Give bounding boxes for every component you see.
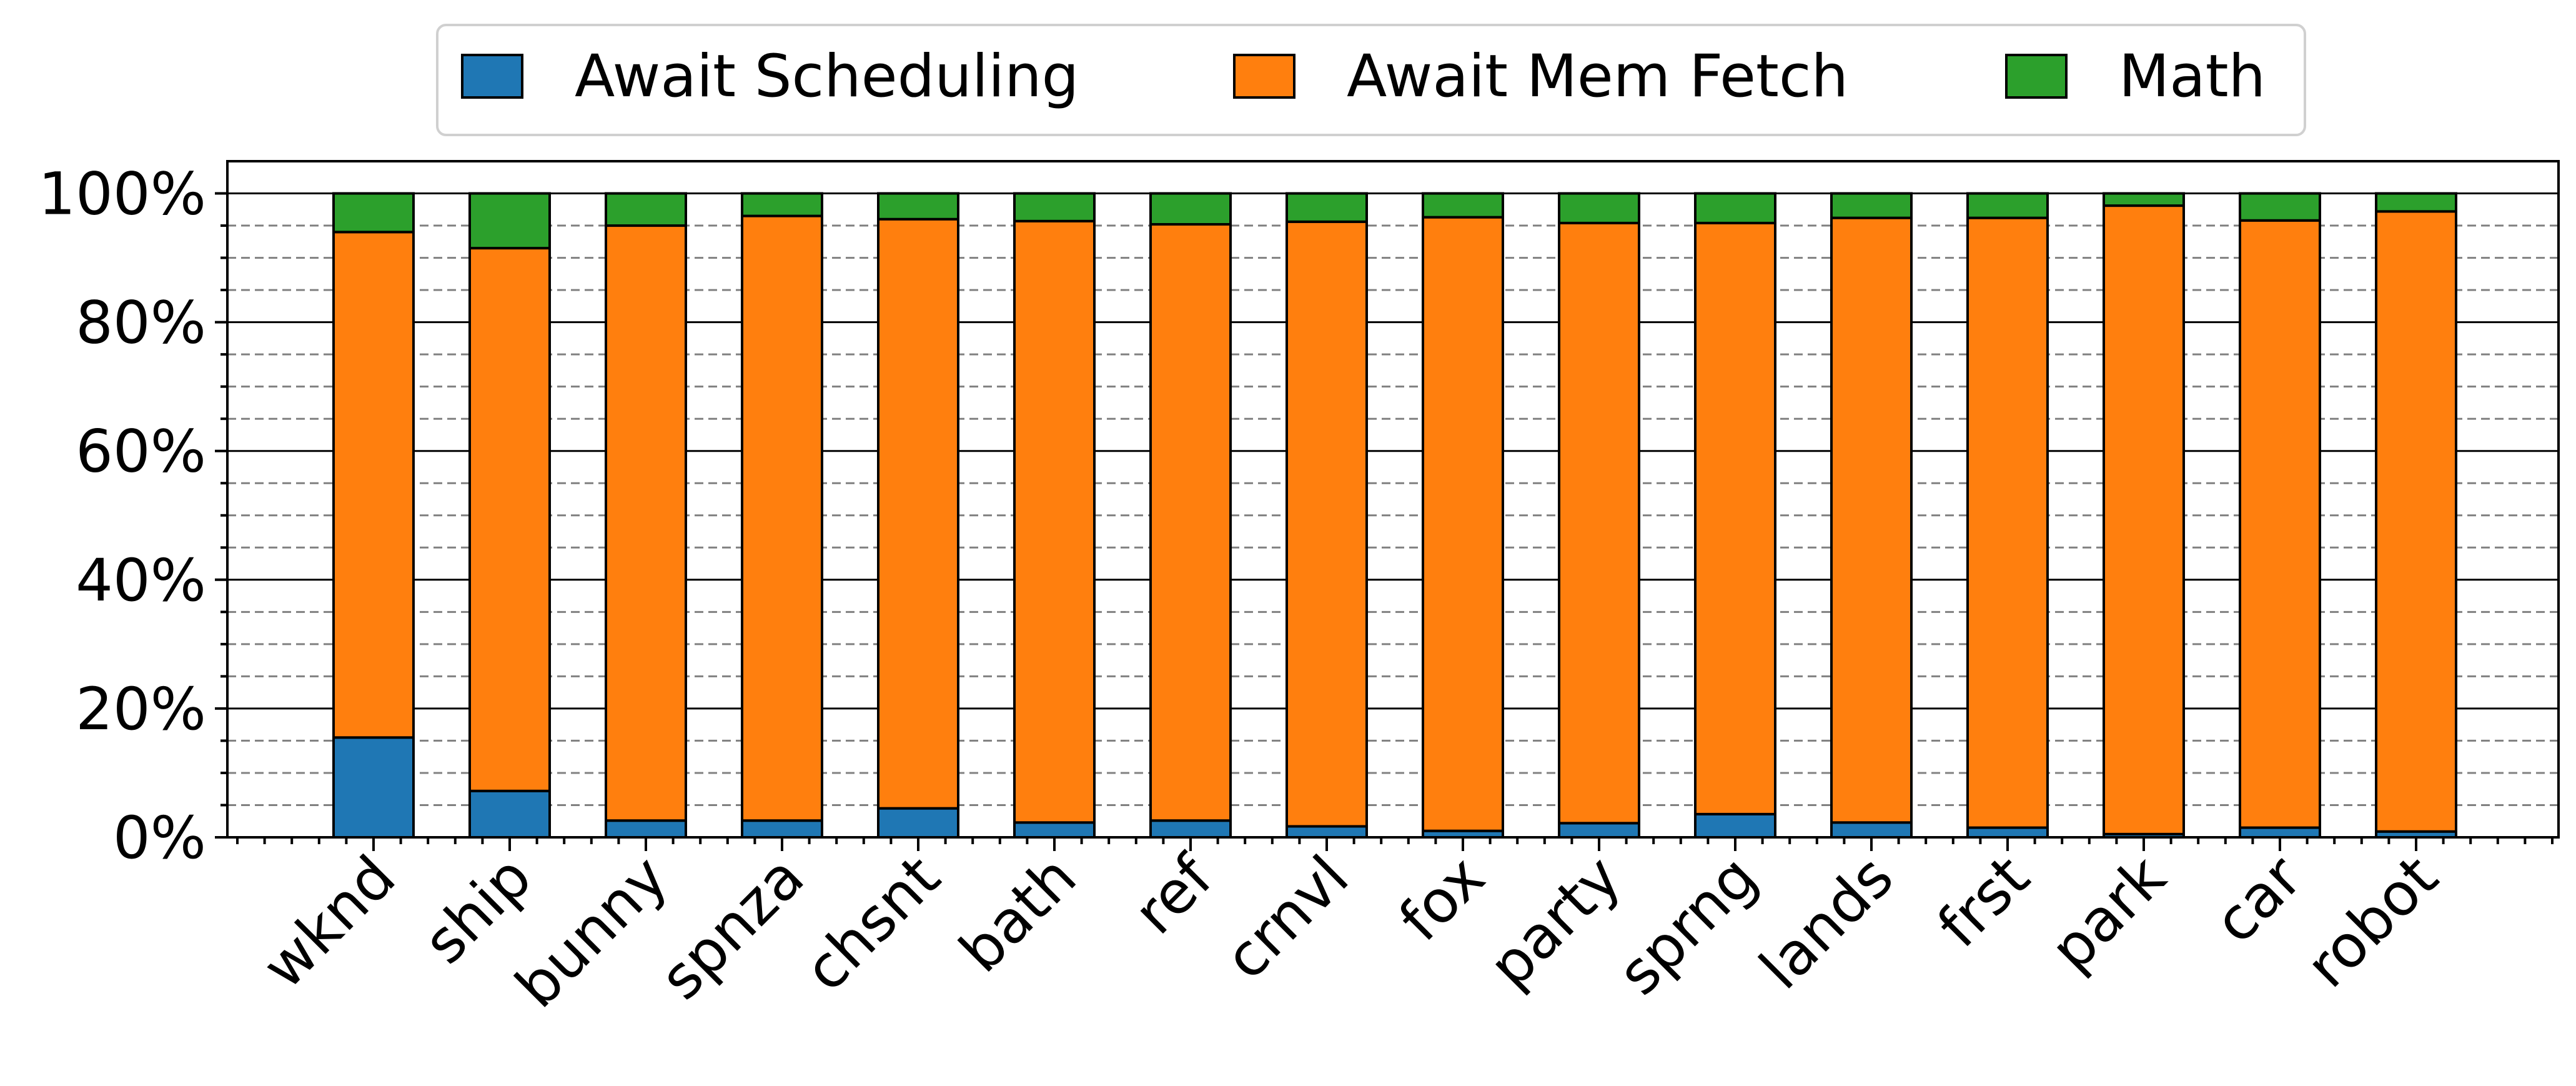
plot-frame <box>226 160 2560 839</box>
bar-segment <box>605 192 687 227</box>
y-axis: 0% 20% 40% 60% 80% 100% <box>38 161 227 872</box>
y-tick-label: 80% <box>76 289 206 357</box>
bar-segment <box>741 214 823 822</box>
bar-segment <box>468 192 551 250</box>
bar-segment <box>1013 219 1096 824</box>
bar-segment <box>1013 192 1096 222</box>
bar-segment <box>741 819 823 839</box>
bar-segment <box>1966 826 2049 839</box>
bar-segment <box>2239 826 2321 839</box>
bar-segment <box>741 192 823 217</box>
x-tick-label: lands <box>1747 843 1906 1002</box>
bar-segment <box>1558 221 1640 825</box>
x-tick-label: chsnt <box>792 843 954 1005</box>
bar-segment <box>2375 210 2457 833</box>
bar-segment <box>2103 192 2185 207</box>
bars <box>332 192 2457 839</box>
y-tick-label: 60% <box>76 418 206 486</box>
bar-segment <box>2239 219 2321 829</box>
x-tick-label: park <box>2038 843 2179 984</box>
bar-segment <box>1286 220 1368 828</box>
legend-box <box>436 24 2306 136</box>
bar-segment <box>332 231 415 739</box>
x-tick-label: bath <box>947 843 1089 985</box>
bar-segment <box>2375 192 2457 213</box>
bar-segment <box>1286 192 1368 223</box>
legend-swatch <box>461 54 523 99</box>
bar-segment <box>605 819 687 839</box>
legend-swatch <box>1233 54 1295 99</box>
bar-segment <box>1286 825 1368 839</box>
x-tick-label: bunny <box>503 843 681 1021</box>
bar-segment <box>332 736 415 839</box>
bar-segment <box>877 217 959 810</box>
bar-segment <box>1558 192 1640 224</box>
legend-label: Math <box>2119 42 2266 111</box>
x-tick-label: ref <box>1121 842 1227 948</box>
x-tick-label: frst <box>1925 843 2043 960</box>
bar-segment <box>877 192 959 221</box>
bar-segment <box>468 789 551 839</box>
legend: Await Scheduling Await Mem Fetch Math <box>436 24 2306 136</box>
bar-segment <box>468 247 551 792</box>
x-tick-label: party <box>1477 843 1635 1001</box>
bar-segment <box>1694 192 1776 224</box>
x-tick-label: crnvl <box>1212 843 1362 993</box>
y-tick-label: 20% <box>76 675 206 744</box>
bar-segment <box>1694 812 1776 839</box>
legend-label: Await Scheduling <box>575 42 1079 111</box>
bar-segment <box>332 192 415 234</box>
legend-swatch <box>2005 54 2068 99</box>
bar-segment <box>605 224 687 822</box>
x-tick-label: fox <box>1387 843 1498 954</box>
x-tick-label: robot <box>2294 843 2452 1001</box>
bar-segment <box>1966 216 2049 829</box>
bar-segment <box>1694 221 1776 815</box>
bar-segment <box>1149 222 1232 822</box>
bar-segment <box>2239 192 2321 222</box>
bar-segment <box>1966 192 2049 219</box>
bar-segment <box>1422 192 1504 219</box>
bar-segment <box>1013 821 1096 839</box>
bar-segment <box>1830 192 1913 219</box>
legend-label: Await Mem Fetch <box>1347 42 1848 111</box>
y-tick-label: 40% <box>76 547 206 615</box>
bar-segment <box>1830 821 1913 839</box>
bar-segment <box>1558 822 1640 839</box>
bar-segment <box>1422 216 1504 832</box>
x-tick-label: sprng <box>1605 843 1770 1008</box>
bar-segment <box>1149 192 1232 226</box>
y-tick-label: 0% <box>113 804 206 872</box>
bar-segment <box>1149 819 1232 839</box>
bar-segment <box>1830 216 1913 824</box>
bar-segment <box>877 807 959 839</box>
x-tick-label: wknd <box>250 843 409 1002</box>
bar-segment <box>2103 204 2185 835</box>
y-tick-label: 100% <box>38 161 206 229</box>
x-tick-label: car <box>2202 843 2316 957</box>
x-tick-label: spnza <box>648 843 818 1013</box>
